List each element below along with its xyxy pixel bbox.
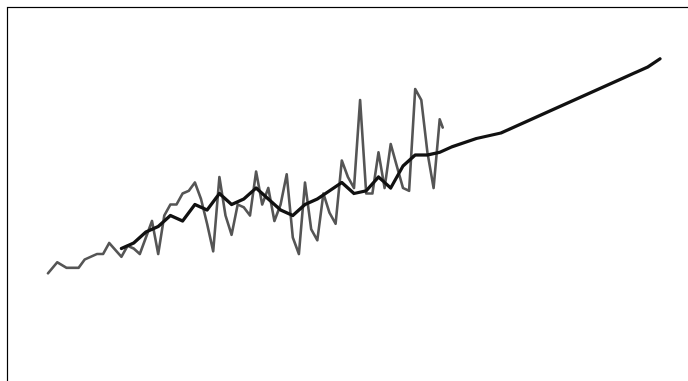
series-line-2 [119,57,662,251]
series-layer [46,57,662,275]
chart-frame [6,6,688,381]
